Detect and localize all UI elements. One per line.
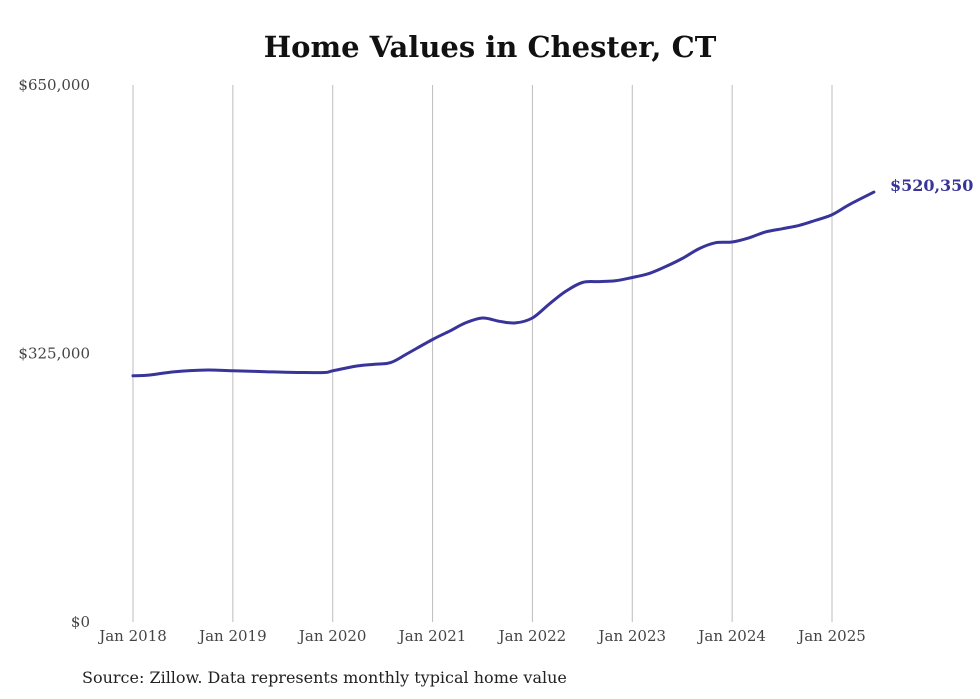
y-tick-label: $0 [71, 613, 90, 631]
y-tick-label: $650,000 [18, 76, 90, 94]
x-tick-label: Jan 2021 [397, 627, 467, 645]
series-layer [131, 190, 876, 378]
data-label-layer: $520,350 [890, 176, 974, 195]
chart-title: Home Values in Chester, CT [263, 30, 717, 64]
source-note: Source: Zillow. Data represents monthly … [82, 668, 567, 687]
y-tick-label: $325,000 [18, 345, 90, 363]
series-line [131, 190, 876, 378]
x-tick-label: Jan 2022 [497, 627, 567, 645]
x-tick-label: Jan 2024 [696, 627, 766, 645]
y-axis-ticks: $0 $325,000 $650,000 [18, 76, 90, 631]
end-value-label: $520,350 [890, 176, 974, 195]
x-tick-label: Jan 2020 [297, 627, 367, 645]
x-axis-ticks: Jan 2018 Jan 2019 Jan 2020 Jan 2021 Jan 2022… [97, 627, 866, 645]
x-tick-label: Jan 2025 [796, 627, 866, 645]
x-tick-label: Jan 2018 [97, 627, 167, 645]
x-tick-label: Jan 2019 [197, 627, 267, 645]
x-tick-label: Jan 2023 [597, 627, 667, 645]
grid-lines [132, 85, 833, 622]
